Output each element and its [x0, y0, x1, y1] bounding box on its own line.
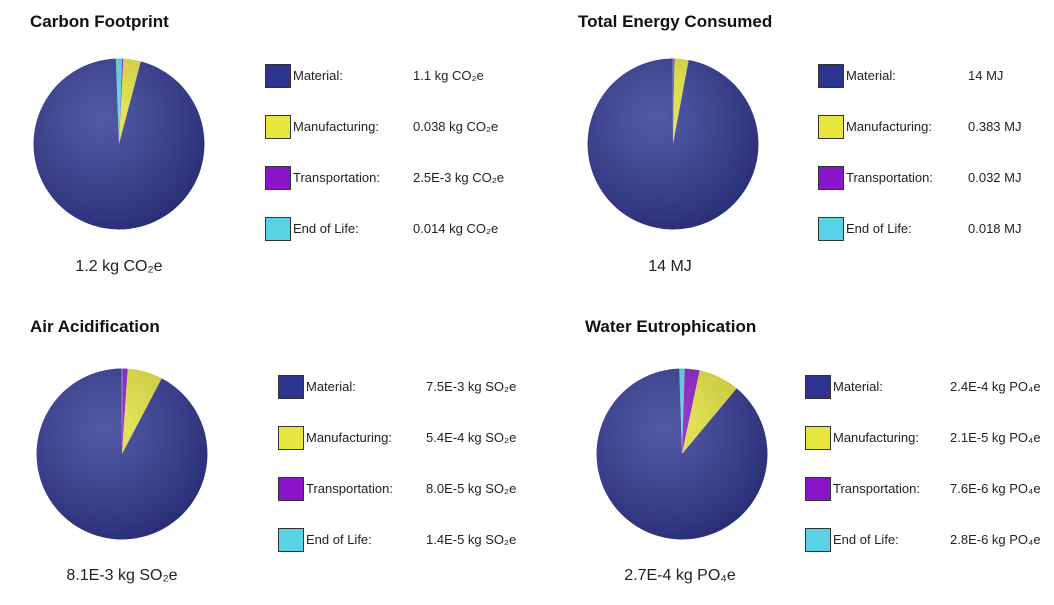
chart-title: Total Energy Consumed	[578, 12, 773, 31]
legend-swatch	[818, 115, 844, 139]
pie-chart	[587, 58, 759, 230]
legend-swatch	[805, 375, 831, 399]
pie-chart	[596, 368, 768, 540]
legend-label: Transportation:	[306, 481, 393, 496]
legend-label: Material:	[833, 379, 883, 394]
legend-value: 2.5E-3 kg CO₂e	[413, 170, 505, 185]
pie-shading	[33, 58, 205, 230]
legend-value: 2.4E-4 kg PO₄e	[950, 379, 1041, 394]
legend-value: 5.4E-4 kg SO₂e	[426, 430, 517, 445]
total-label: 2.7E-4 kg PO₄e	[624, 567, 736, 584]
carbon-footprint-panel: Carbon Footprint 1.2 kg CO₂e Material: 1…	[0, 0, 560, 300]
legend-value: 1.1 kg CO₂e	[413, 68, 484, 83]
legend-label: Material:	[306, 379, 356, 394]
legend-label: Transportation:	[833, 481, 920, 496]
legend-value: 0.032 MJ	[968, 170, 1022, 185]
air-acidification-panel: Air Acidification 8.1E-3 kg SO₂e Materia…	[0, 305, 560, 605]
total-label: 1.2 kg CO₂e	[75, 258, 163, 275]
legend-swatch	[805, 477, 831, 501]
legend-label: End of Life:	[293, 221, 359, 236]
legend-swatch	[278, 375, 304, 399]
chart-title: Water Eutrophication	[585, 317, 757, 336]
legend-value: 2.8E-6 kg PO₄e	[950, 532, 1041, 547]
legend-label: Transportation:	[846, 170, 933, 185]
legend-swatch	[818, 166, 844, 190]
pie-chart	[33, 58, 205, 230]
legend-label: Transportation:	[293, 170, 380, 185]
legend-swatch	[278, 528, 304, 552]
chart-title: Air Acidification	[30, 317, 160, 336]
legend-swatch	[818, 64, 844, 88]
pie-chart	[36, 368, 208, 540]
total-energy-panel: Total Energy Consumed 14 MJ Material: 14…	[560, 0, 1054, 300]
water-eutrophication-panel: Water Eutrophication 2.7E-4 kg PO₄e Mate…	[560, 305, 1054, 605]
legend-value: 1.4E-5 kg SO₂e	[426, 532, 517, 547]
pie-shading	[587, 58, 759, 230]
legend-label: End of Life:	[833, 532, 899, 547]
legend-label: Manufacturing:	[306, 430, 392, 445]
legend-value: 2.1E-5 kg PO₄e	[950, 430, 1041, 445]
legend-label: Material:	[293, 68, 343, 83]
legend-swatch	[265, 115, 291, 139]
chart-title: Carbon Footprint	[30, 12, 169, 31]
legend-value: 0.038 kg CO₂e	[413, 119, 499, 134]
legend-value: 0.014 kg CO₂e	[413, 221, 499, 236]
legend-label: Manufacturing:	[833, 430, 919, 445]
legend-value: 7.6E-6 kg PO₄e	[950, 481, 1041, 496]
legend-value: 7.5E-3 kg SO₂e	[426, 379, 517, 394]
legend-swatch	[818, 217, 844, 241]
legend-swatch	[265, 217, 291, 241]
legend-swatch	[265, 64, 291, 88]
total-label: 8.1E-3 kg SO₂e	[66, 567, 178, 584]
legend-swatch	[278, 477, 304, 501]
legend-label: Material:	[846, 68, 896, 83]
legend-value: 14 MJ	[968, 68, 1004, 83]
legend-swatch	[805, 426, 831, 450]
legend-value: 0.018 MJ	[968, 221, 1022, 236]
total-label: 14 MJ	[648, 258, 692, 275]
legend-label: Manufacturing:	[293, 119, 379, 134]
legend-swatch	[265, 166, 291, 190]
legend-label: End of Life:	[306, 532, 372, 547]
legend-swatch	[805, 528, 831, 552]
legend-value: 0.383 MJ	[968, 119, 1022, 134]
legend-swatch	[278, 426, 304, 450]
pie-shading	[36, 368, 208, 540]
legend-value: 8.0E-5 kg SO₂e	[426, 481, 517, 496]
pie-shading	[596, 368, 768, 540]
legend-label: Manufacturing:	[846, 119, 932, 134]
legend-label: End of Life:	[846, 221, 912, 236]
